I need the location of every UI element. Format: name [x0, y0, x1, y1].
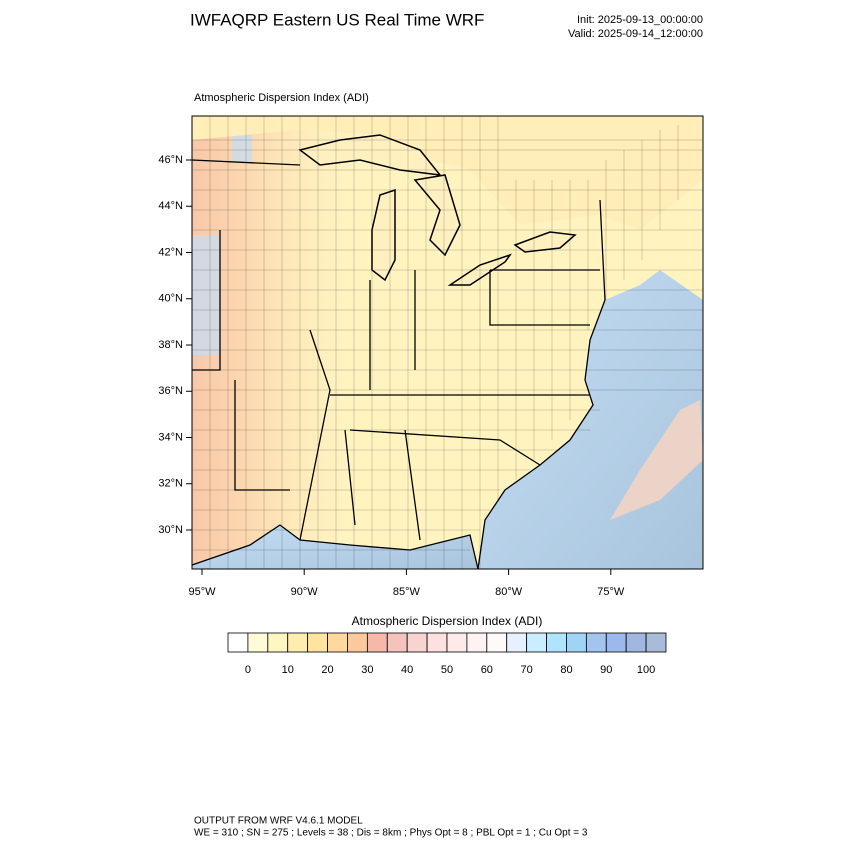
footer-line: OUTPUT FROM WRF V4.6.1 MODEL: [194, 816, 363, 827]
colorbar-box: [625, 632, 647, 653]
lat-label: 40°N: [158, 293, 183, 305]
colorbar-tick-label: 70: [521, 664, 533, 676]
colorbar-box: [486, 632, 508, 653]
lat-label: 36°N: [158, 385, 183, 397]
map-label: Atmospheric Dispersion Index (ADI): [194, 92, 369, 104]
lat-label: 34°N: [158, 431, 183, 443]
colorbar-box: [247, 632, 269, 653]
colorbar-tick-label: 20: [321, 664, 333, 676]
lon-label: 90°W: [291, 586, 319, 598]
colorbar-tick-label: 30: [361, 664, 373, 676]
colorbar-box: [446, 632, 468, 653]
colorbar-tick-label: 60: [481, 664, 493, 676]
lat-label: 38°N: [158, 339, 183, 351]
colorbar-box: [426, 632, 448, 653]
lat-label: 30°N: [158, 524, 183, 536]
colorbar-box: [307, 632, 328, 653]
map: [191, 115, 704, 570]
colorbar-box: [585, 632, 607, 653]
colorbar-tick-label: 50: [441, 664, 453, 676]
colorbar-label: Atmospheric Dispersion Index (ADI): [352, 614, 543, 628]
lat-label: 32°N: [158, 478, 183, 490]
init-time: Init: 2025-09-13_00:00:00: [577, 14, 703, 26]
colorbar-tick-label: 0: [245, 664, 251, 676]
lon-label: 95°W: [188, 586, 216, 598]
colorbar-box: [466, 632, 488, 653]
lat-label: 42°N: [158, 246, 183, 258]
colorbar-box: [566, 632, 587, 653]
colorbar-box: [366, 632, 388, 653]
colorbar-box: [526, 632, 547, 653]
colorbar-tick-label: 40: [401, 664, 413, 676]
lon-label: 75°W: [597, 586, 625, 598]
colorbar-tick-label: 80: [560, 664, 572, 676]
colorbar-box: [506, 632, 528, 653]
colorbar-box: [287, 632, 309, 653]
valid-time: Valid: 2025-09-14_12:00:00: [568, 28, 703, 40]
colorbar-box: [327, 632, 348, 653]
lon-label: 80°W: [495, 586, 523, 598]
colorbar-box: [605, 632, 627, 653]
colorbar-box: [347, 632, 368, 653]
footer-line: WE = 310 ; SN = 275 ; Levels = 38 ; Dis …: [194, 828, 588, 839]
colorbar-box: [386, 632, 408, 653]
lat-label: 44°N: [158, 200, 183, 212]
colorbar-box: [645, 632, 667, 653]
colorbar-box: [227, 632, 249, 653]
colorbar-tick-label: 10: [282, 664, 294, 676]
title: IWFAQRP Eastern US Real Time WRF: [190, 10, 484, 29]
colorbar-box: [406, 632, 428, 653]
colorbar-box: [546, 632, 567, 653]
lat-label: 46°N: [158, 154, 183, 166]
colorbar-tick-label: 90: [600, 664, 612, 676]
colorbar-box: [267, 632, 289, 653]
colorbar-tick-label: 100: [637, 664, 655, 676]
lon-label: 85°W: [393, 586, 421, 598]
